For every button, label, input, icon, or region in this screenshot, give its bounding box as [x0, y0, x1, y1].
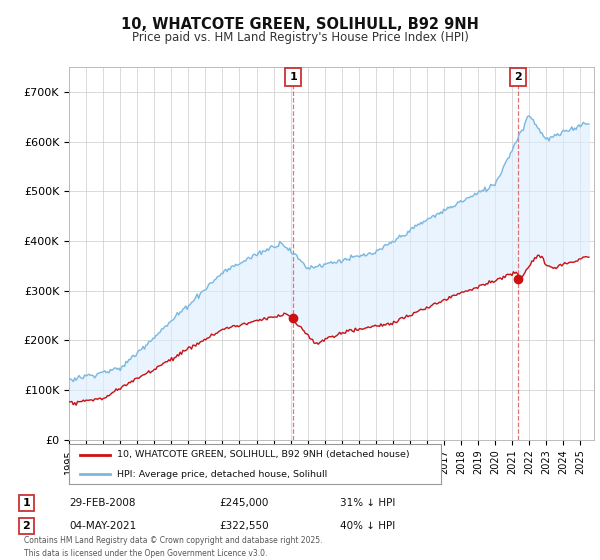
- Text: 29-FEB-2008: 29-FEB-2008: [70, 498, 136, 508]
- Text: 10, WHATCOTE GREEN, SOLIHULL, B92 9NH (detached house): 10, WHATCOTE GREEN, SOLIHULL, B92 9NH (d…: [118, 450, 410, 459]
- Text: 2: 2: [23, 521, 30, 531]
- Text: 1: 1: [23, 498, 30, 508]
- Text: 10, WHATCOTE GREEN, SOLIHULL, B92 9NH: 10, WHATCOTE GREEN, SOLIHULL, B92 9NH: [121, 17, 479, 32]
- Text: Contains HM Land Registry data © Crown copyright and database right 2025.
This d: Contains HM Land Registry data © Crown c…: [24, 536, 323, 558]
- Text: 1: 1: [289, 72, 297, 82]
- Text: 04-MAY-2021: 04-MAY-2021: [70, 521, 137, 531]
- Text: 2: 2: [514, 72, 522, 82]
- Text: 31% ↓ HPI: 31% ↓ HPI: [340, 498, 395, 508]
- Text: 40% ↓ HPI: 40% ↓ HPI: [340, 521, 395, 531]
- Text: £245,000: £245,000: [220, 498, 269, 508]
- Text: £322,550: £322,550: [220, 521, 269, 531]
- Text: Price paid vs. HM Land Registry's House Price Index (HPI): Price paid vs. HM Land Registry's House …: [131, 31, 469, 44]
- Text: HPI: Average price, detached house, Solihull: HPI: Average price, detached house, Soli…: [118, 470, 328, 479]
